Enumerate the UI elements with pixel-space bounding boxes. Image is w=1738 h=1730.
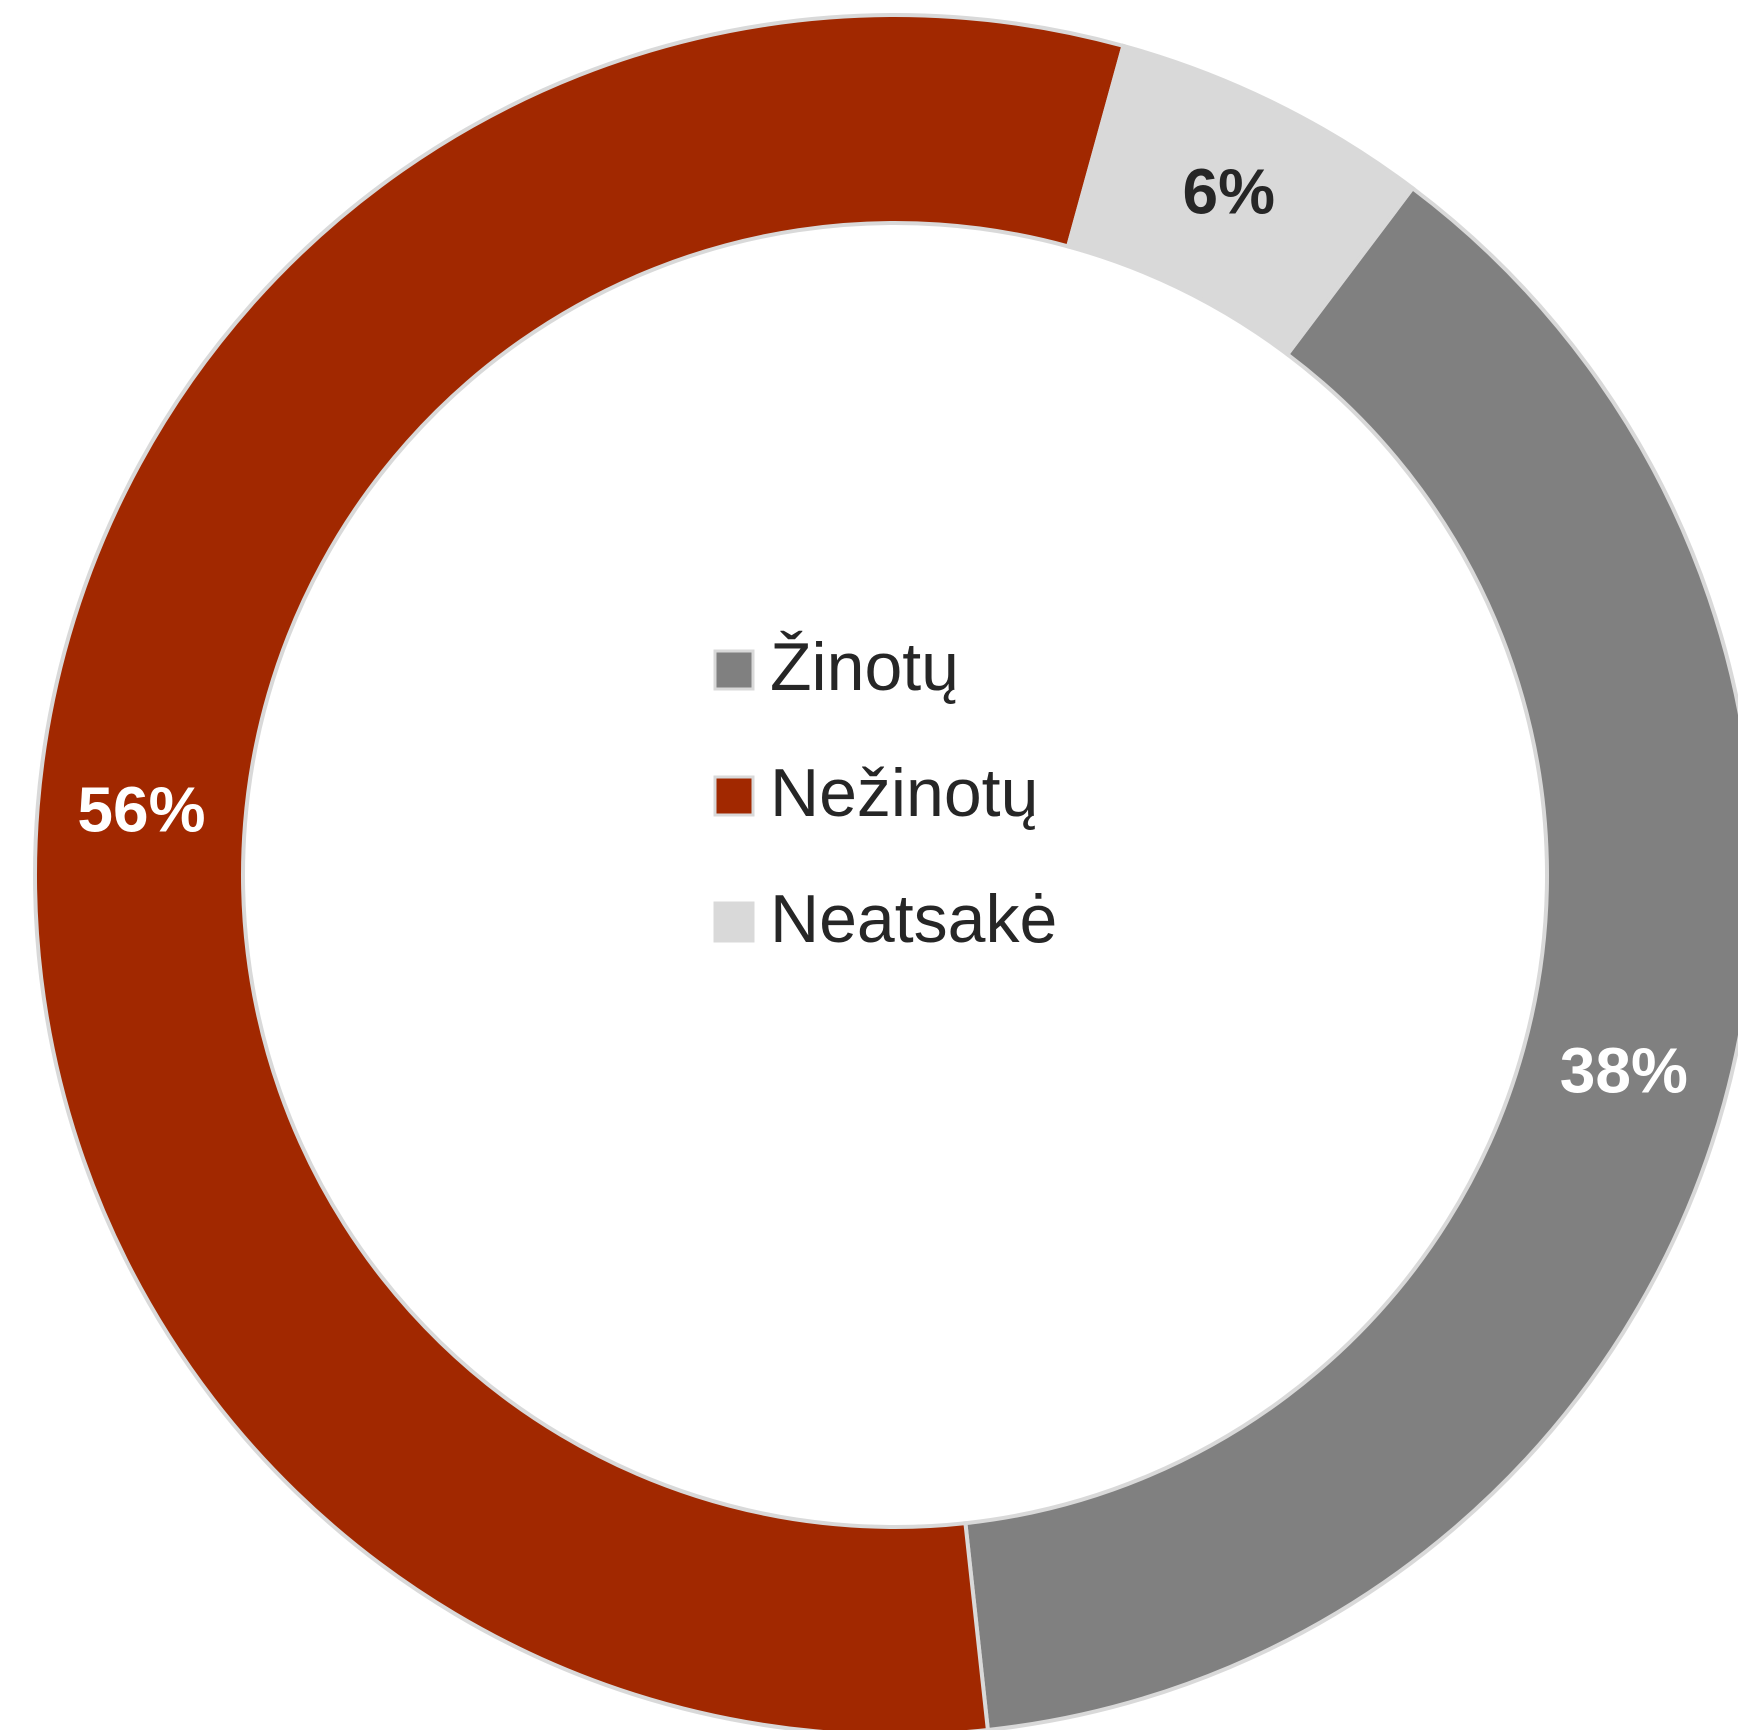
legend-swatch [713, 901, 755, 943]
legend-swatch [713, 649, 755, 691]
donut-slice [33, 13, 1126, 1730]
legend-swatch [713, 775, 755, 817]
donut-slice [1065, 43, 1416, 358]
legend-label: Neatsakė [770, 881, 1057, 957]
data-label: 56% [77, 773, 205, 845]
legend-label: Nežinotų [770, 755, 1038, 831]
data-label: 38% [1560, 1035, 1688, 1107]
donut-slice [963, 185, 1738, 1730]
data-label: 6% [1183, 156, 1276, 228]
legend-label: Žinotų [770, 629, 959, 705]
